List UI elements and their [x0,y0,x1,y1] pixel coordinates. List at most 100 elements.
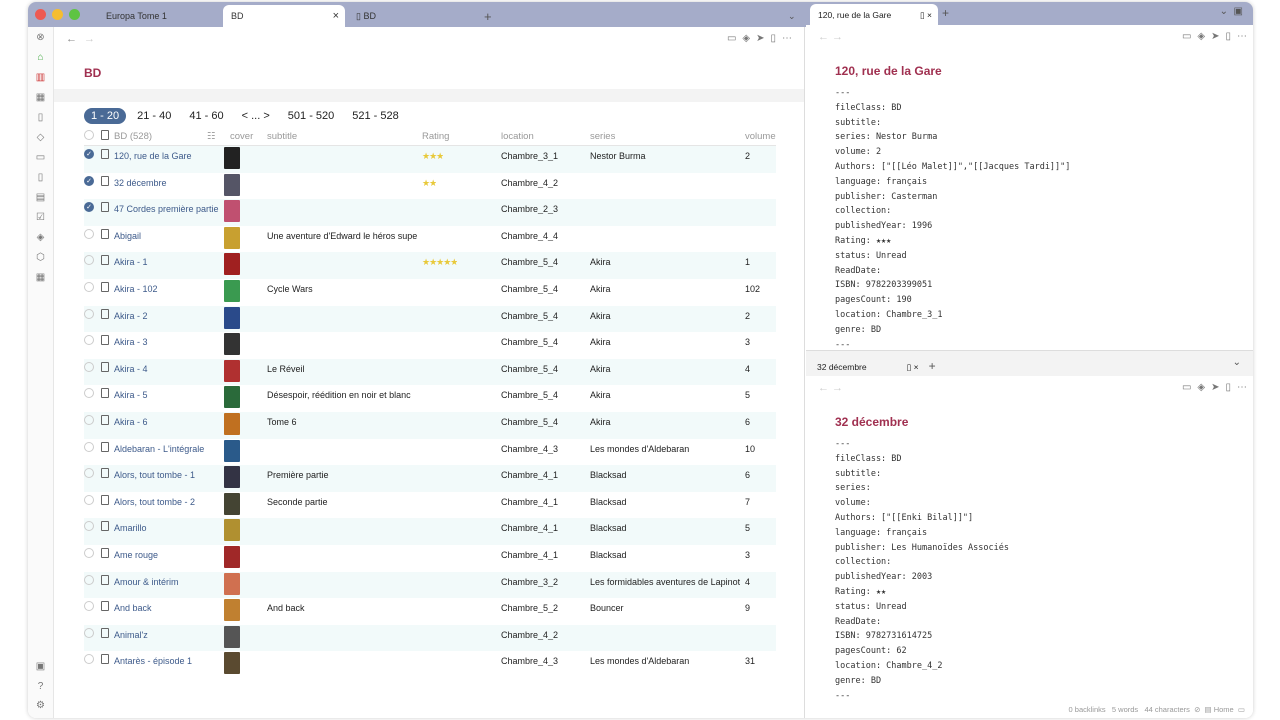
page-button[interactable]: < ... > [241,110,270,122]
maximize-window-button[interactable] [69,9,80,20]
tab-europa[interactable]: Europa Tome 1 [98,5,223,27]
table-row[interactable]: Abigail Une aventure d'Edward le héros s… [84,226,776,253]
column-volume[interactable]: volume [745,131,776,142]
table-row[interactable]: Aldebaran - L'intégrale Chambre_4_3 Les … [84,439,776,466]
row-checkbox[interactable] [84,468,94,479]
tab-note[interactable]: 32 décembre ▯ × + [817,359,936,373]
close-window-button[interactable] [35,9,46,20]
row-checkbox[interactable] [84,521,94,532]
column-series[interactable]: series [590,131,616,142]
forward-icon[interactable]: → [84,33,95,45]
table-row[interactable]: Akira - 6 Tome 6 Chambre_5_4 Akira 6 [84,411,776,439]
row-checkbox[interactable] [84,574,94,585]
select-all-checkbox[interactable] [84,130,94,140]
grid-icon[interactable]: ▦ [35,92,46,103]
row-checkbox[interactable] [84,388,94,399]
row-title[interactable]: And back [114,603,152,614]
package-icon[interactable]: ⬡ [36,252,45,263]
new-tab-button[interactable]: + [484,8,492,24]
table-row[interactable]: Alors, tout tombe - 1 Première partie Ch… [84,465,776,492]
close-tab-icon[interactable]: ▯ × [906,362,919,372]
row-title[interactable]: 120, rue de la Gare [114,151,192,161]
home-icon[interactable]: ⌂ [37,52,44,63]
row-checkbox[interactable] [84,601,94,612]
row-title[interactable]: Akira - 1 [114,257,148,268]
table-row[interactable]: ✓ 32 décembre ★★ Chambre_4_2 [84,173,776,200]
minimize-window-button[interactable] [52,9,63,20]
tag-icon[interactable]: ◇ [36,132,45,143]
column-location[interactable]: location [501,131,534,142]
row-checkbox[interactable] [84,228,94,239]
file-code-icon[interactable]: ▯ [37,112,44,123]
row-title[interactable]: Amour & intérim [114,576,179,587]
row-title[interactable]: Antarès - épisode 1 [114,656,193,667]
table-row[interactable]: ✓ 47 Cordes première partie Chambre_2_3 [84,199,776,226]
page-button[interactable]: 21 - 40 [137,110,172,122]
table-row[interactable]: Akira - 1 ★★★★★ Chambre_5_4 Akira 1 [84,252,776,279]
tab-bd[interactable]: ▯ BD [348,5,468,27]
help-circle-icon[interactable]: ? [37,681,44,692]
table-row[interactable]: Amour & intérim Chambre_3_2 Les formidab… [84,571,776,599]
row-title[interactable]: Amarillo [114,523,147,534]
files-icon[interactable]: ▯ [37,172,44,183]
settings-icon[interactable]: ⚙ [36,700,45,711]
row-checkbox[interactable] [84,281,94,292]
page-button[interactable]: 1 - 20 [84,108,127,124]
row-checkbox[interactable] [84,441,94,452]
row-checkbox[interactable] [84,308,94,319]
row-title[interactable]: Akira - 5 [114,390,148,401]
row-checkbox[interactable] [84,414,94,425]
table-row[interactable]: Animal'z Chambre_4_2 [84,624,776,652]
close-tab-icon[interactable]: × [332,10,339,22]
table-row[interactable]: Akira - 102 Cycle Wars Chambre_5_4 Akira… [84,279,776,306]
row-title[interactable]: Akira - 4 [114,363,148,374]
column-name[interactable]: BD (528) [114,131,153,142]
table-row[interactable]: Alors, tout tombe - 2 Seconde partie Cha… [84,492,776,519]
row-title[interactable]: Akira - 2 [114,310,148,321]
column-rating[interactable]: Rating [422,131,450,142]
row-title[interactable]: Animal'z [114,629,148,640]
frontmatter[interactable]: --- fileClass: BD subtitle: series: Nestor … [835,86,1070,352]
row-checkbox[interactable]: ✓ [84,149,94,159]
row-checkbox[interactable] [84,361,94,372]
row-title[interactable]: Ame rouge [114,549,159,560]
page-button[interactable]: 521 - 528 [352,110,399,122]
help-icon[interactable]: ⊗ [36,32,45,43]
folder-icon[interactable]: ▭ [1237,705,1245,714]
tab-bd-active[interactable]: BD × [223,5,345,27]
back-icon[interactable]: ← → [818,382,844,394]
row-title[interactable]: 47 Cordes première partie [114,204,219,215]
cube-icon[interactable]: ◈ [36,232,45,243]
table-row[interactable]: Ame rouge Chambre_4_1 Blacksad 3 [84,545,776,572]
row-title[interactable]: Alors, tout tombe - 1 [114,470,196,481]
table-row[interactable]: Akira - 4 Le Réveil Chambre_5_4 Akira 4 [84,358,776,386]
view-actions[interactable]: ▭◈➤▯⋯ [1181,382,1253,393]
row-title[interactable]: Akira - 102 [114,283,158,294]
close-tab-icon[interactable]: ▯ × [919,10,932,20]
sync-icon[interactable]: ⊘ [1194,705,1201,714]
page-button[interactable]: 41 - 60 [189,110,224,122]
vault-icon[interactable]: ▣ [35,661,46,672]
checklist-icon[interactable]: ☑ [36,212,45,223]
row-checkbox[interactable]: ✓ [84,175,94,186]
view-actions[interactable]: ▭◈➤▯⋯ [726,33,798,44]
home-link[interactable]: Home [1213,705,1234,714]
back-icon[interactable]: ← → [818,31,844,43]
new-tab-button[interactable]: + [928,359,936,373]
trash-icon[interactable]: ▥ [35,72,46,83]
layout-icon[interactable]: ▤ [35,192,46,203]
row-title[interactable]: Abigail [114,230,142,241]
row-checkbox[interactable] [84,627,94,638]
table-row[interactable]: Akira - 3 Chambre_5_4 Akira 3 [84,332,776,359]
column-options-icon[interactable]: ☷ [207,131,216,142]
chevron-down-icon[interactable]: ⌄ [788,10,796,21]
tab-note[interactable]: 120, rue de la Gare ▯ × [810,4,938,25]
row-title[interactable]: Akira - 3 [114,337,148,348]
sidebar-toggle-icon[interactable]: ⌄ ▣ [1219,6,1243,17]
row-title[interactable]: Alors, tout tombe - 2 [114,496,196,507]
chevron-down-icon[interactable]: ⌄ [1232,357,1241,368]
presentation-icon[interactable]: ▭ [35,152,46,163]
column-cover[interactable]: cover [230,131,254,142]
row-checkbox[interactable] [84,494,94,505]
view-actions[interactable]: ▭◈➤▯⋯ [1181,31,1253,42]
